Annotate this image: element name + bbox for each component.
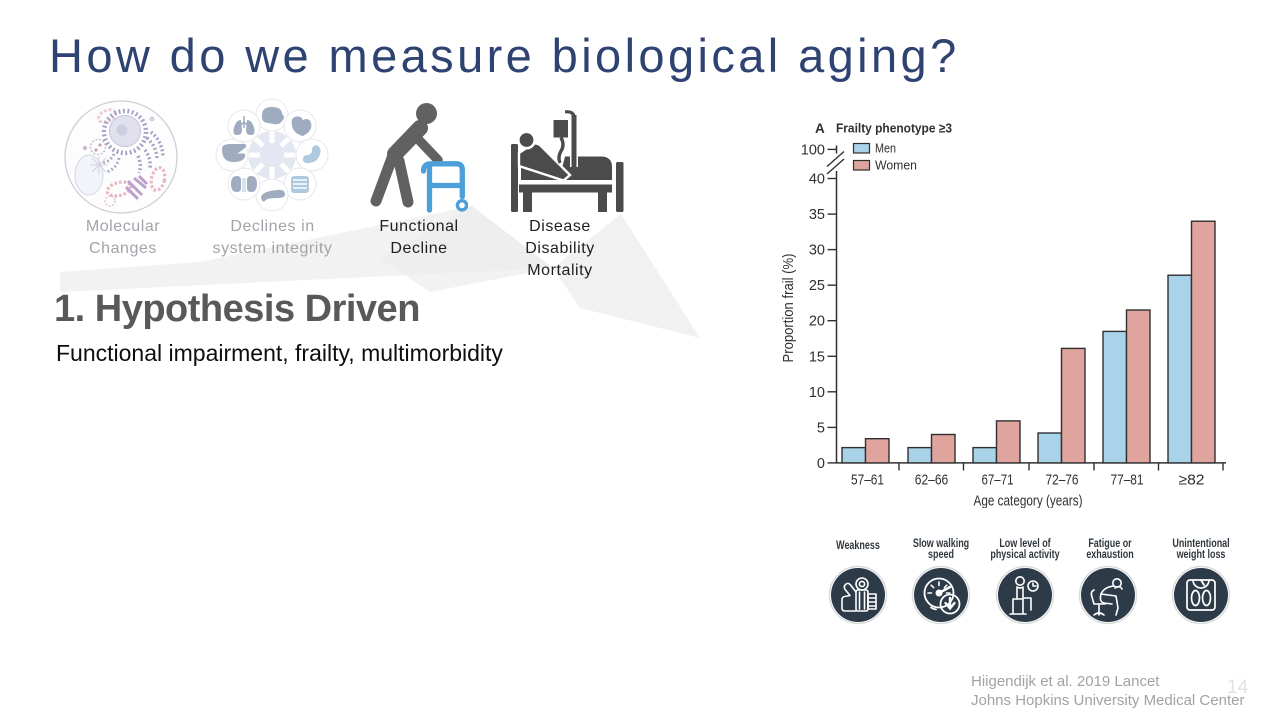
svg-text:20: 20 <box>809 314 825 330</box>
svg-text:40: 40 <box>809 172 825 188</box>
svg-text:57–61: 57–61 <box>851 472 884 489</box>
svg-text:5: 5 <box>817 420 825 436</box>
svg-text:Men: Men <box>875 141 896 156</box>
svg-text:10: 10 <box>809 385 825 401</box>
svg-text:100: 100 <box>801 142 825 158</box>
svg-text:30: 30 <box>809 243 825 259</box>
svg-text:62–66: 62–66 <box>915 472 949 489</box>
svg-text:A: A <box>815 121 825 136</box>
svg-text:0: 0 <box>817 456 825 472</box>
svg-text:≥82: ≥82 <box>1179 472 1205 489</box>
svg-text:Women: Women <box>875 158 917 173</box>
svg-text:72–76: 72–76 <box>1046 472 1079 489</box>
svg-text:67–71: 67–71 <box>982 472 1014 489</box>
svg-text:Proportion frail (%): Proportion frail (%) <box>781 254 797 363</box>
svg-text:35: 35 <box>809 207 825 223</box>
svg-text:15: 15 <box>809 349 825 365</box>
svg-text:77–81: 77–81 <box>1111 472 1144 489</box>
svg-text:25: 25 <box>809 278 825 294</box>
svg-text:Frailty phenotype ≥3: Frailty phenotype ≥3 <box>836 121 952 136</box>
svg-text:Age category (years): Age category (years) <box>974 494 1083 508</box>
